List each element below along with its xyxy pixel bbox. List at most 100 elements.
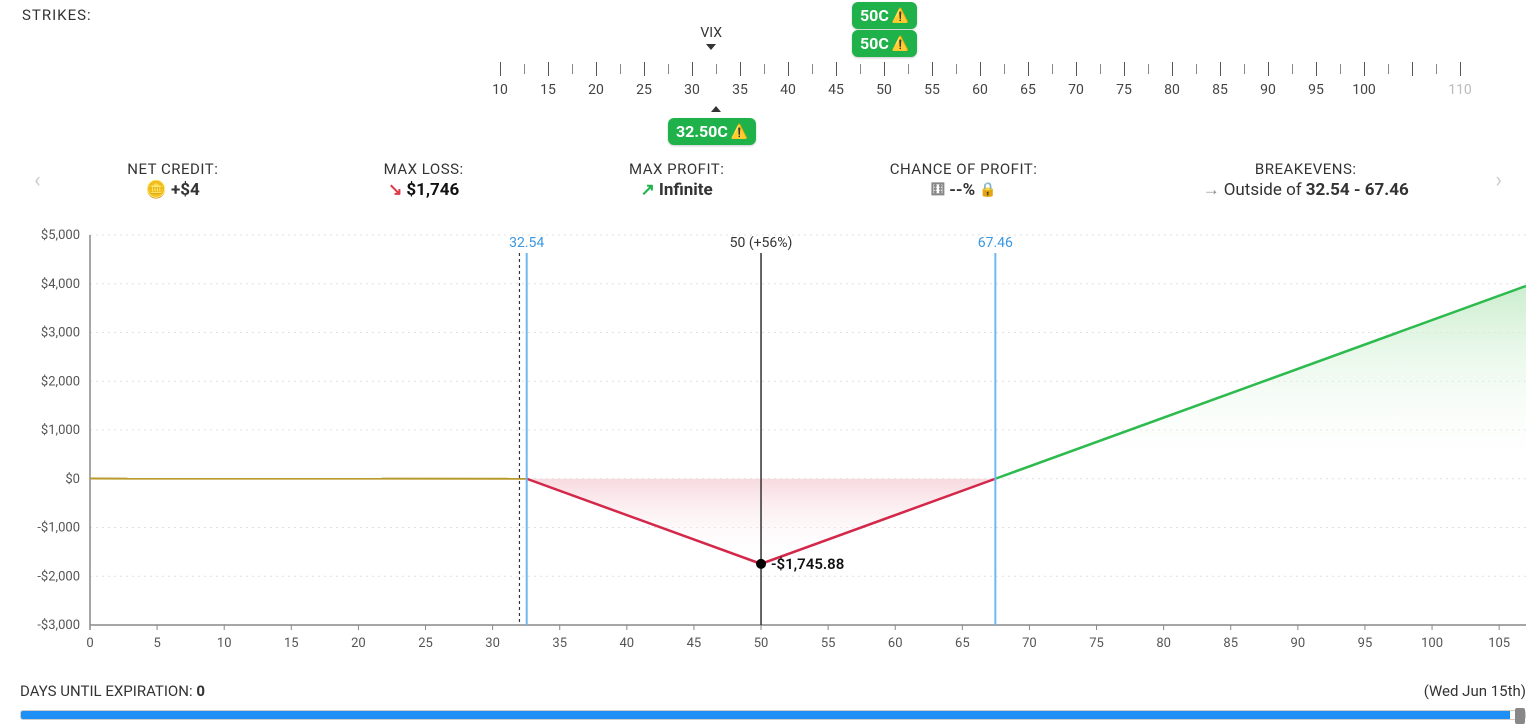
ruler-tick-label: 20 <box>588 82 604 98</box>
ruler-tick-label: 110 <box>1448 82 1472 98</box>
stat-net-credit: NET CREDIT: 🪙 +$4 <box>127 160 218 200</box>
ruler-tick-label: 100 <box>1352 82 1376 98</box>
strike-badge[interactable]: 50C⚠️ <box>852 2 917 29</box>
strike-badge-label: 50C <box>860 6 889 25</box>
slider-fill <box>21 711 1510 719</box>
svg-text:-$1,000: -$1,000 <box>37 521 80 536</box>
down-arrow-icon: ↘ <box>388 180 402 200</box>
breakeven-prefix: Outside of <box>1224 180 1302 200</box>
stat-value: --% <box>949 180 975 200</box>
stat-label: MAX PROFIT: <box>629 160 724 178</box>
stats-next-button[interactable]: › <box>1491 168 1506 193</box>
svg-text:-$1,745.88: -$1,745.88 <box>771 555 844 573</box>
svg-text:32.54: 32.54 <box>509 235 544 251</box>
svg-text:100: 100 <box>1421 636 1443 651</box>
svg-text:20: 20 <box>351 636 366 651</box>
svg-text:$4,000: $4,000 <box>41 277 80 292</box>
stat-value: $1,746 <box>406 180 459 200</box>
svg-text:25: 25 <box>418 636 433 651</box>
stat-label: CHANCE OF PROFIT: <box>890 160 1038 178</box>
svg-text:$5,000: $5,000 <box>41 228 80 243</box>
svg-text:$2,000: $2,000 <box>41 374 80 389</box>
breakeven-range: 32.54 - 67.46 <box>1306 180 1409 200</box>
svg-text:70: 70 <box>1022 636 1037 651</box>
svg-text:75: 75 <box>1089 636 1104 651</box>
svg-text:-$3,000: -$3,000 <box>37 618 80 633</box>
ruler-tick-label: 40 <box>780 82 796 98</box>
stat-max-profit: MAX PROFIT: ↗ Infinite <box>629 160 724 200</box>
svg-text:15: 15 <box>284 636 299 651</box>
svg-text:105: 105 <box>1488 636 1510 651</box>
slider-thumb[interactable] <box>1515 708 1525 724</box>
pl-chart[interactable]: $5,000 $4,000 $3,000 $2,000 $1,000 $0 -$1,000 -… <box>20 225 1526 665</box>
stat-label: MAX LOSS: <box>384 160 464 178</box>
svg-text:80: 80 <box>1156 636 1171 651</box>
svg-text:$1,000: $1,000 <box>41 423 80 438</box>
vix-marker-icon <box>706 44 716 50</box>
ruler-tick-label: 85 <box>1212 82 1228 98</box>
svg-text:60: 60 <box>888 636 903 651</box>
strikes-label: STRIKES: <box>22 6 92 24</box>
svg-text:55: 55 <box>821 636 836 651</box>
svg-text:50: 50 <box>754 636 769 651</box>
ruler-tick-label: 90 <box>1260 82 1276 98</box>
stats-row: ‹ NET CREDIT: 🪙 +$4 MAX LOSS: ↘ $1,746 M… <box>0 160 1536 200</box>
coins-icon: 🪙 <box>146 180 167 200</box>
svg-text:$0: $0 <box>65 472 80 487</box>
stat-label: NET CREDIT: <box>127 160 218 178</box>
footer-row: DAYS UNTIL EXPIRATION: 0 (Wed Jun 15th) <box>20 682 1526 700</box>
svg-text:65: 65 <box>955 636 970 651</box>
stat-breakevens: BREAKEVENS: → Outside of 32.54 - 67.46 <box>1203 160 1409 200</box>
dte-slider[interactable] <box>20 710 1526 720</box>
strike-badge[interactable]: 50C⚠️ <box>852 30 917 57</box>
svg-text:$3,000: $3,000 <box>41 326 80 341</box>
ruler-tick-label: 50 <box>876 82 892 98</box>
ruler-tick-label: 35 <box>732 82 748 98</box>
ruler-tick-label: 25 <box>636 82 652 98</box>
ruler-tick-label: 60 <box>972 82 988 98</box>
strike-marker-icon <box>711 106 721 112</box>
expiration-date: (Wed Jun 15th) <box>1424 682 1526 700</box>
stat-max-loss: MAX LOSS: ↘ $1,746 <box>384 160 464 200</box>
ruler-tick-label: 45 <box>828 82 844 98</box>
ruler-tick-label: 10 <box>492 82 508 98</box>
stat-value: Infinite <box>659 180 713 200</box>
strike-badge-label: 50C <box>860 34 889 53</box>
svg-text:85: 85 <box>1223 636 1238 651</box>
strike-badge[interactable]: 32.50C⚠️ <box>668 118 756 145</box>
svg-text:40: 40 <box>620 636 635 651</box>
up-arrow-icon: ↗ <box>641 180 655 200</box>
ruler-tick-label: 15 <box>540 82 556 98</box>
dte-label: DAYS UNTIL EXPIRATION: <box>20 682 193 700</box>
dte-label-wrap: DAYS UNTIL EXPIRATION: 0 <box>20 682 205 700</box>
warning-icon: ⚠️ <box>892 36 909 52</box>
ruler-tick-label: 65 <box>1020 82 1036 98</box>
dice-icon: ⚅ <box>930 180 945 200</box>
ruler-tick-label: 75 <box>1116 82 1132 98</box>
stat-chance-profit: CHANCE OF PROFIT: ⚅ --% 🔒 <box>890 160 1038 200</box>
svg-text:-$2,000: -$2,000 <box>37 569 80 584</box>
ruler-tick-label: 30 <box>684 82 700 98</box>
svg-text:90: 90 <box>1291 636 1306 651</box>
stats-prev-button[interactable]: ‹ <box>30 168 45 193</box>
strike-ruler[interactable]: 1015202530354045505560657075808590951001… <box>500 50 1480 110</box>
underlying-symbol: VIX <box>700 25 722 41</box>
svg-text:35: 35 <box>552 636 567 651</box>
svg-text:45: 45 <box>687 636 702 651</box>
svg-text:67.46: 67.46 <box>978 235 1013 251</box>
dte-value: 0 <box>196 682 205 700</box>
ruler-tick-label: 55 <box>924 82 940 98</box>
stat-value: +$4 <box>171 180 200 200</box>
svg-text:50 (+56%): 50 (+56%) <box>730 235 793 251</box>
warning-icon: ⚠️ <box>731 124 748 140</box>
ruler-tick-label: 80 <box>1164 82 1180 98</box>
ruler-tick-label: 70 <box>1068 82 1084 98</box>
svg-text:0: 0 <box>86 636 93 651</box>
ruler-tick-label: 95 <box>1308 82 1324 98</box>
svg-text:95: 95 <box>1358 636 1373 651</box>
stat-label: BREAKEVENS: <box>1203 160 1409 178</box>
svg-text:30: 30 <box>485 636 500 651</box>
svg-text:5: 5 <box>153 636 160 651</box>
strike-badge-label: 32.50C <box>676 122 728 141</box>
right-arrow-icon: → <box>1203 180 1220 200</box>
